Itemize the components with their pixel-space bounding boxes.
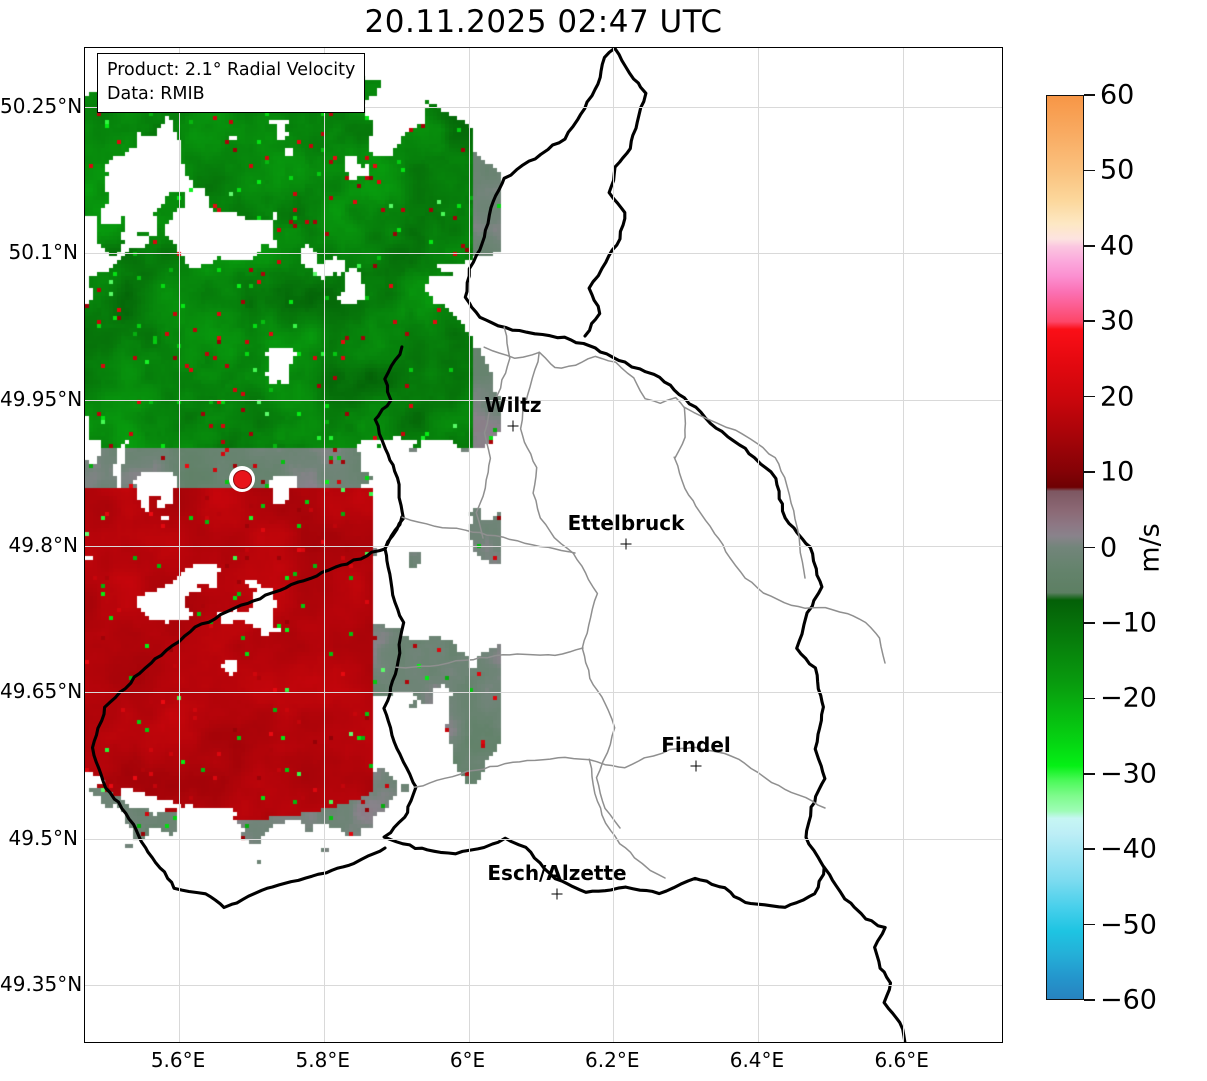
colorbar-tick-label: 60	[1100, 79, 1135, 111]
colorbar-tick-label: 30	[1100, 305, 1135, 337]
y-tick-label: 49.8°N	[8, 533, 79, 557]
city-label: Ettelbruck	[567, 511, 685, 535]
page-title: 20.11.2025 02:47 UTC	[364, 4, 723, 40]
plot-inner: Wiltz Ettelbruck Findel Esch/Alzette Produc…	[85, 48, 1002, 1042]
city-marker-icon	[620, 538, 632, 550]
gridline-horizontal	[85, 253, 1002, 255]
city-marker-icon	[507, 420, 519, 432]
map-vector-layer	[90, 48, 907, 1042]
border-path	[373, 48, 827, 909]
border-path	[483, 346, 687, 459]
colorbar-tick	[1084, 697, 1095, 700]
x-tick-label: 6°E	[449, 1048, 486, 1072]
colorbar-tick	[1084, 622, 1095, 624]
city-label: Wiltz	[484, 393, 542, 417]
border-path	[683, 406, 806, 579]
x-tick-label: 6.4°E	[729, 1048, 785, 1072]
border-path	[519, 351, 621, 829]
colorbar-unit-label: m/s	[1134, 523, 1166, 573]
gridline-horizontal	[85, 838, 1002, 840]
gridline-vertical	[323, 48, 325, 1042]
colorbar-gradient	[1046, 95, 1084, 1000]
colorbar-tick	[1084, 245, 1095, 247]
city-marker-icon	[690, 760, 702, 772]
y-tick-label: 50.25°N	[0, 93, 83, 118]
border-path	[401, 516, 576, 554]
radar-plot[interactable]: Wiltz Ettelbruck Findel Esch/Alzette Produc…	[84, 47, 1003, 1043]
colorbar-tick	[1084, 169, 1095, 172]
y-tick-label: 49.5°N	[8, 825, 79, 850]
radar-site-marker[interactable]	[229, 466, 255, 492]
x-tick-label: 6.2°E	[585, 1048, 640, 1072]
colorbar-tick	[1084, 848, 1095, 850]
border-path	[583, 48, 648, 338]
border-path	[413, 746, 826, 809]
border-path	[90, 515, 404, 910]
colorbar-tick-label: −50	[1100, 909, 1157, 941]
product-info-box: Product: 2.1° Radial Velocity Data: RMIB	[97, 53, 366, 114]
colorbar-tick	[1084, 999, 1095, 1001]
border-path	[822, 865, 907, 1042]
gridline-vertical	[468, 48, 470, 1042]
y-tick-label: 49.35°N	[0, 972, 83, 997]
city-label: Findel	[661, 733, 731, 757]
x-tick-label: 5.6°E	[150, 1048, 206, 1072]
city-label: Esch/Alzette	[487, 861, 627, 885]
gridline-horizontal	[85, 692, 1002, 694]
x-tick-label: 6.6°E	[874, 1048, 929, 1072]
gridline-vertical	[179, 48, 181, 1042]
colorbar-tick-label: 50	[1100, 154, 1135, 186]
colorbar-tick-label: −60	[1100, 984, 1157, 1016]
colorbar-tick-label: −10	[1100, 607, 1157, 639]
gridline-horizontal	[85, 399, 1002, 401]
y-tick-label: 50.1°N	[8, 240, 79, 265]
border-path	[588, 758, 666, 879]
colorbar-tick-label: −20	[1100, 682, 1157, 714]
product-line: Product: 2.1° Radial Velocity	[107, 60, 356, 80]
border-path	[475, 326, 511, 539]
colorbar-tick	[1084, 923, 1095, 926]
colorbar-tick	[1084, 546, 1095, 549]
colorbar-tick	[1084, 320, 1095, 323]
colorbar[interactable]: 60 50 40 30 20 10 0 −10 −20 −30 −40 −50 −60	[1046, 80, 1157, 1016]
gridline-vertical	[613, 48, 615, 1042]
gridline-horizontal	[85, 546, 1002, 547]
gridline-horizontal	[85, 106, 1002, 108]
colorbar-tick-label: −40	[1100, 833, 1157, 865]
border-path	[395, 647, 584, 669]
data-line: Data: RMIB	[107, 83, 205, 104]
city-marker-icon	[551, 888, 563, 900]
colorbar-tick-label: 20	[1100, 381, 1135, 413]
colorbar-tick	[1084, 395, 1095, 398]
y-tick-label: 49.65°N	[0, 679, 83, 704]
x-tick-label: 5.8°E	[295, 1048, 351, 1072]
colorbar-tick-label: 40	[1100, 230, 1135, 262]
gridline-horizontal	[85, 985, 1002, 987]
colorbar-tick-label: 0	[1100, 532, 1118, 563]
border-path	[673, 456, 886, 664]
colorbar-tick-label: −30	[1100, 758, 1157, 790]
colorbar-tick	[1084, 94, 1095, 96]
y-tick-label: 49.95°N	[0, 386, 83, 411]
gridline-vertical	[902, 48, 904, 1042]
gridline-vertical	[757, 48, 759, 1042]
colorbar-tick-label: 10	[1100, 456, 1135, 488]
colorbar-tick	[1084, 471, 1095, 473]
colorbar-tick	[1084, 772, 1095, 775]
radar-echo-layer	[85, 48, 1002, 1042]
